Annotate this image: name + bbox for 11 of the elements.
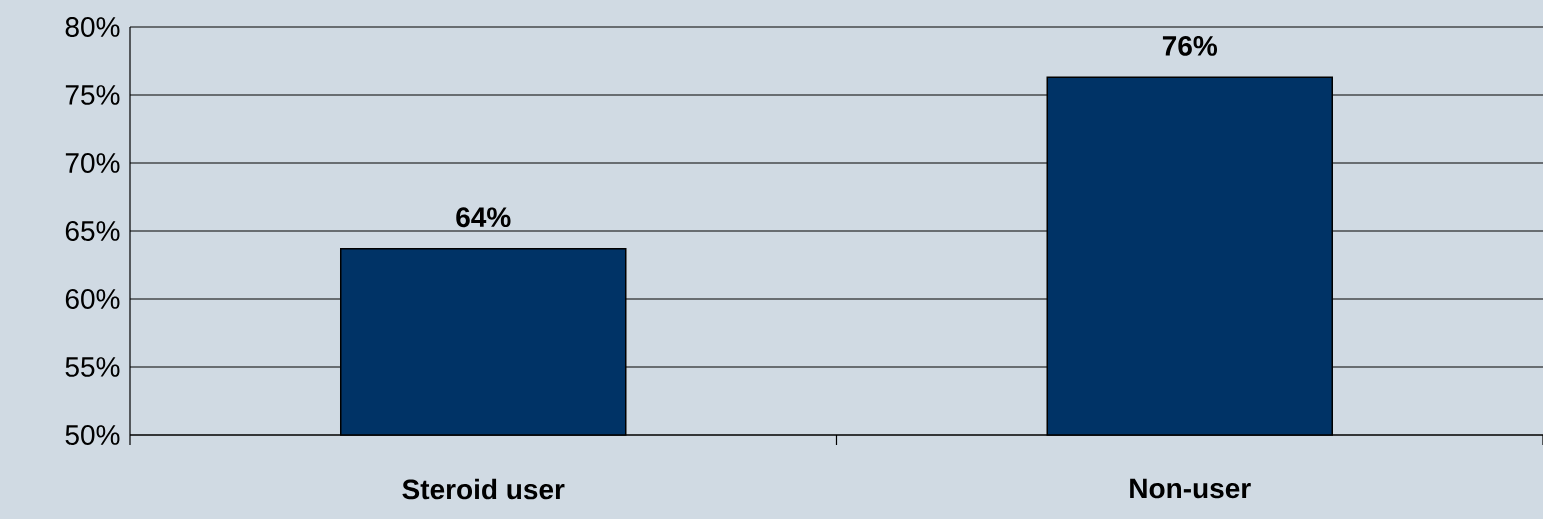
data-label: 76% — [1162, 35, 1218, 56]
y-tick-label: 55% — [65, 357, 120, 377]
y-tick-label: 70% — [65, 153, 120, 173]
y-tick-label: 65% — [65, 221, 120, 241]
y-tick-label: 75% — [65, 85, 120, 105]
x-tick-label: Steroid user — [402, 478, 565, 500]
y-tick-label: 80% — [65, 17, 120, 37]
y-tick-label: 50% — [65, 425, 120, 445]
data-label: 64% — [456, 207, 511, 228]
y-tick-label: 60% — [65, 289, 120, 309]
x-tick-label: Non-user — [1130, 478, 1251, 499]
